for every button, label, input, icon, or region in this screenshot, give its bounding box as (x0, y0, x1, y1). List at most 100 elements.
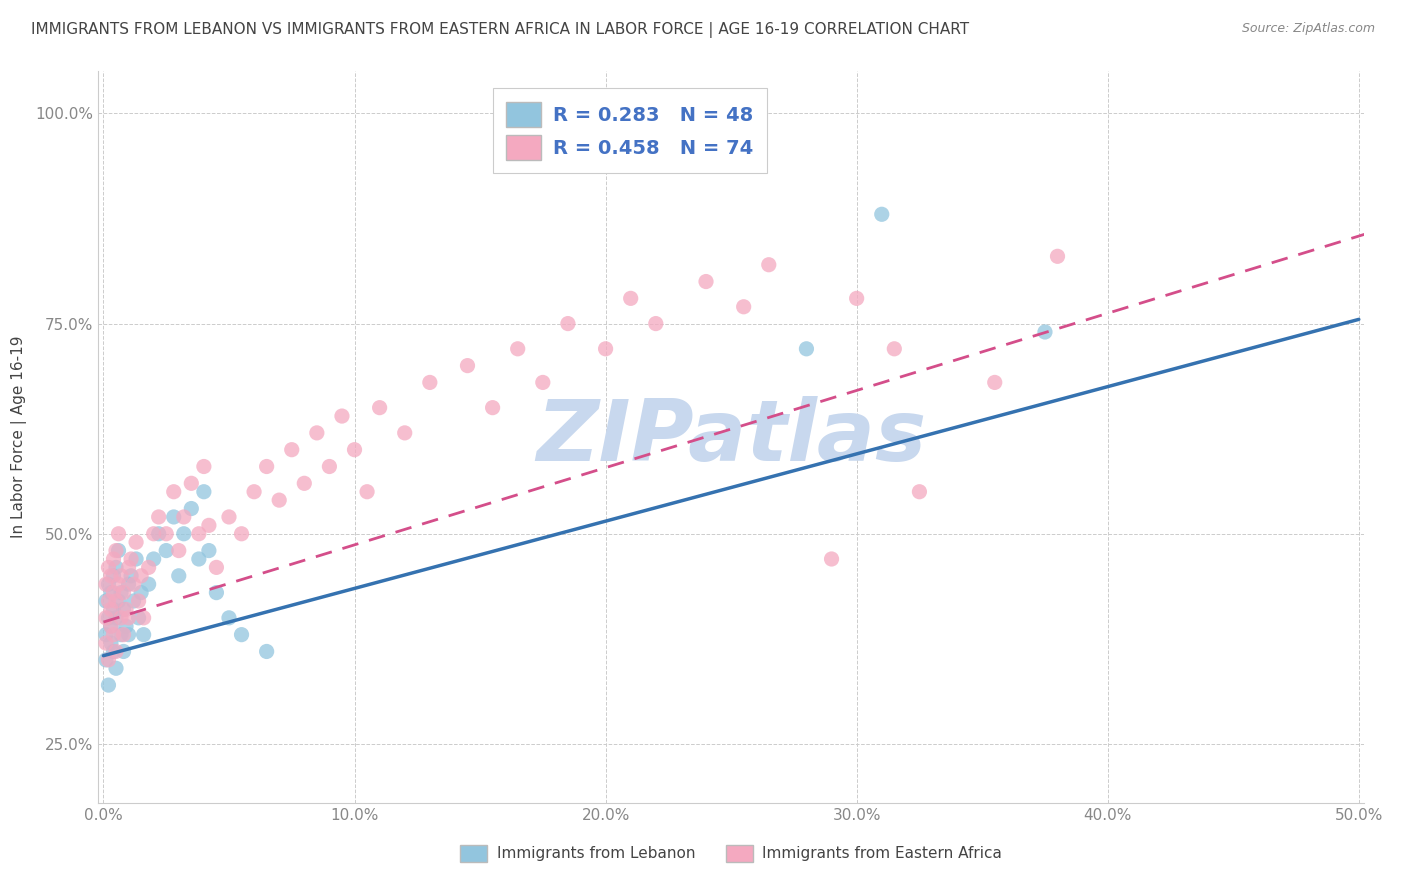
Text: ZIPatlas: ZIPatlas (536, 395, 927, 479)
Point (103, 644, 125, 658)
Point (256, 644, 278, 658)
Point (125, 552, 148, 566)
Point (122, 577, 145, 591)
Point (155, 526, 177, 541)
Point (138, 560, 160, 574)
Point (187, 526, 209, 541)
Point (105, 611, 128, 625)
Point (128, 611, 150, 625)
Point (117, 611, 139, 625)
Text: IMMIGRANTS FROM LEBANON VS IMMIGRANTS FROM EASTERN AFRICA IN LABOR FORCE | AGE 1: IMMIGRANTS FROM LEBANON VS IMMIGRANTS FR… (31, 22, 969, 38)
Point (173, 526, 195, 541)
Point (103, 602, 125, 616)
Point (129, 585, 152, 599)
Point (733, 300, 755, 314)
Point (330, 409, 353, 423)
Point (100, 602, 122, 616)
Point (125, 535, 148, 549)
Point (193, 459, 215, 474)
Point (758, 258, 780, 272)
Point (105, 644, 128, 658)
Point (305, 425, 328, 440)
Point (644, 317, 666, 331)
Point (870, 207, 893, 221)
Point (1033, 325, 1056, 339)
Point (180, 501, 202, 516)
Point (94, 577, 117, 591)
Point (695, 275, 717, 289)
Point (107, 526, 129, 541)
Text: Source: ZipAtlas.com: Source: ZipAtlas.com (1241, 22, 1375, 36)
Point (128, 594, 150, 608)
Point (110, 627, 132, 641)
Point (908, 484, 931, 499)
Point (419, 376, 441, 390)
Point (107, 594, 129, 608)
Point (97, 560, 120, 574)
Point (97, 678, 120, 692)
Point (100, 619, 122, 633)
Point (122, 594, 145, 608)
Point (112, 585, 135, 599)
Point (218, 611, 240, 625)
Point (620, 291, 643, 305)
Point (820, 552, 842, 566)
Point (318, 459, 340, 474)
Point (117, 560, 139, 574)
Point (256, 459, 278, 474)
Point (531, 376, 554, 390)
Point (129, 569, 152, 583)
Point (103, 552, 125, 566)
Point (120, 569, 142, 583)
Point (112, 602, 135, 616)
Point (94, 627, 117, 641)
Point (100, 636, 122, 650)
Point (103, 585, 125, 599)
Point (187, 552, 209, 566)
Point (148, 526, 170, 541)
Point (557, 317, 579, 331)
Point (167, 569, 190, 583)
Point (100, 569, 122, 583)
Point (343, 442, 366, 457)
Point (231, 526, 253, 541)
Point (94, 594, 117, 608)
Point (198, 543, 221, 558)
Point (243, 484, 266, 499)
Point (112, 627, 135, 641)
Point (105, 560, 128, 574)
Point (138, 577, 160, 591)
Point (120, 552, 142, 566)
Point (205, 585, 228, 599)
Point (142, 552, 165, 566)
Point (103, 569, 125, 583)
Point (506, 342, 529, 356)
Legend: Immigrants from Lebanon, Immigrants from Eastern Africa: Immigrants from Lebanon, Immigrants from… (454, 838, 1008, 868)
Point (845, 291, 868, 305)
Point (205, 560, 228, 574)
Point (132, 627, 155, 641)
Point (97, 653, 120, 667)
Point (107, 543, 129, 558)
Point (117, 627, 139, 641)
Point (97, 594, 120, 608)
Point (167, 543, 190, 558)
Point (198, 518, 221, 533)
Point (983, 376, 1005, 390)
Point (110, 569, 132, 583)
Point (163, 484, 186, 499)
Point (100, 619, 122, 633)
Point (281, 442, 304, 457)
Point (148, 510, 170, 524)
Point (173, 510, 195, 524)
Point (110, 585, 132, 599)
Point (481, 401, 503, 415)
Point (883, 342, 905, 356)
Point (132, 611, 155, 625)
Point (456, 359, 478, 373)
Point (105, 543, 128, 558)
Point (115, 619, 138, 633)
Y-axis label: In Labor Force | Age 16-19: In Labor Force | Age 16-19 (11, 335, 27, 539)
Point (107, 577, 129, 591)
Point (142, 526, 165, 541)
